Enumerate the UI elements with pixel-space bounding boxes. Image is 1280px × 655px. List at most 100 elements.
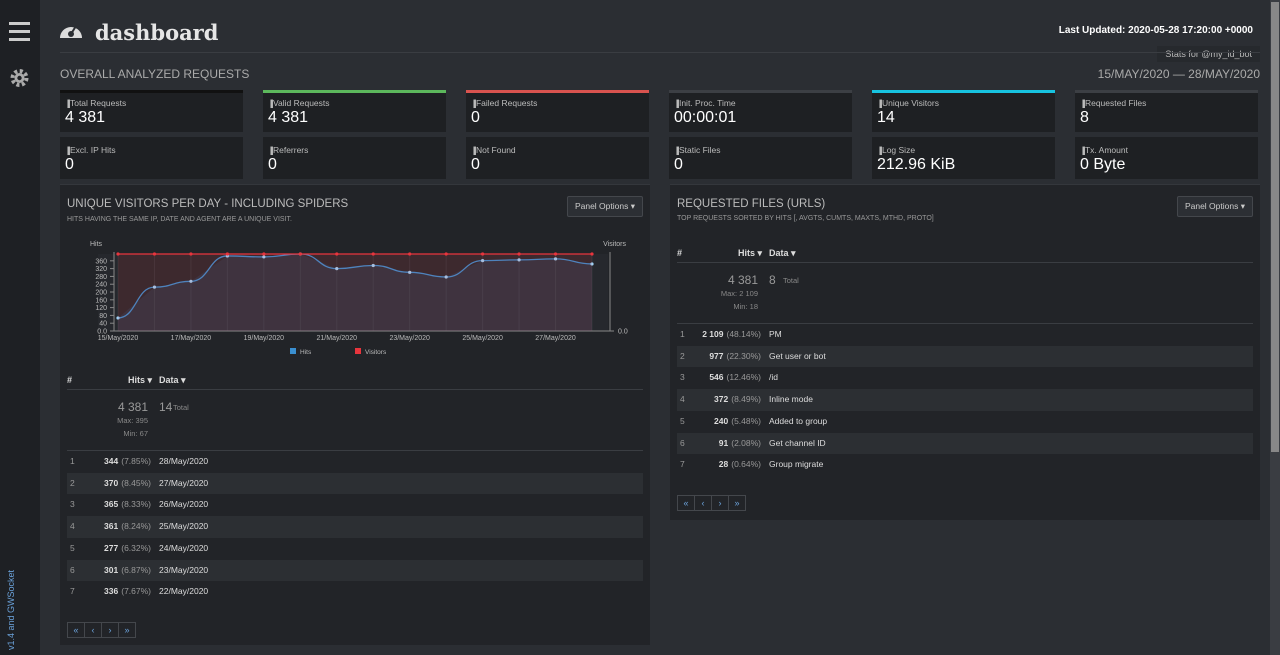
row-hits: 2 109 (48.14%) bbox=[702, 324, 761, 346]
col-header: # bbox=[67, 375, 73, 385]
dashboard-icon bbox=[60, 25, 82, 38]
divider bbox=[677, 323, 1253, 324]
panel-options[interactable]: Panel Options bbox=[566, 196, 643, 217]
hits-percent: (12.46%) bbox=[726, 372, 762, 383]
scroll-thumb[interactable] bbox=[1271, 2, 1279, 452]
legend-label: Hits bbox=[300, 349, 312, 356]
data-point bbox=[408, 270, 412, 274]
sidebar-icons bbox=[9, 22, 30, 87]
data-point bbox=[262, 252, 266, 256]
row-hits: 361 (8.24%) bbox=[104, 516, 151, 538]
page-button[interactable]: › bbox=[711, 494, 729, 511]
page-button[interactable]: » bbox=[118, 621, 136, 638]
data-point bbox=[262, 255, 266, 259]
last-updated: Last Updated: 2020-05-28 17:20:00 +0000 bbox=[1058, 25, 1253, 36]
data-point bbox=[408, 252, 412, 256]
stat-label: Unique Visitors bbox=[877, 98, 1050, 108]
stats-for: Stats for @my_id_bot bbox=[1157, 46, 1260, 62]
table-row: 1 2 109 (48.14%) PM bbox=[677, 324, 1253, 346]
hits-percent: (6.87%) bbox=[121, 564, 151, 575]
stat-value: 0 Byte bbox=[1080, 156, 1126, 173]
stat-label: Not Found bbox=[471, 145, 644, 155]
row-data: 28/May/2020 bbox=[159, 456, 209, 466]
row-hits: 91 (2.08%) bbox=[719, 433, 761, 455]
col-header: Hits bbox=[738, 248, 762, 259]
stat-value: 0 bbox=[471, 156, 480, 173]
data-point bbox=[335, 252, 339, 256]
page-button[interactable]: › bbox=[101, 621, 119, 638]
page-button[interactable]: ‹ bbox=[84, 621, 102, 638]
page-button[interactable]: ‹ bbox=[694, 494, 712, 511]
panel-options[interactable]: Panel Options bbox=[1176, 196, 1253, 217]
stat-label: Init. Proc. Time bbox=[674, 98, 847, 108]
page-button[interactable]: » bbox=[728, 494, 746, 511]
divider bbox=[67, 450, 643, 451]
divider bbox=[677, 262, 1253, 263]
table-row: 2 977 (22.30%) Get user or bot bbox=[677, 345, 1253, 368]
table-row: 6 301 (6.87%) 23/May/2020 bbox=[67, 559, 643, 582]
visitors-panel: UNIQUE VISITORS PER DAY - INCLUDING SPID… bbox=[60, 184, 650, 645]
row-hits: 977 (22.30%) bbox=[709, 346, 761, 368]
row-hits: 344 (7.85%) bbox=[104, 451, 151, 473]
page-button[interactable]: « bbox=[677, 494, 695, 511]
summary-max: Max: 2 109 bbox=[720, 289, 758, 298]
summary-label: Total bbox=[173, 403, 189, 412]
settings-icon[interactable] bbox=[10, 69, 29, 87]
hits-percent: (22.30%) bbox=[726, 350, 762, 361]
x-tick-label: 27/May/2020 bbox=[535, 335, 576, 342]
y2-axis-label: Visitors bbox=[603, 241, 626, 248]
y-tick-label: 80 bbox=[99, 313, 107, 320]
scrollbar[interactable] bbox=[1270, 0, 1280, 655]
hits-value: 336 bbox=[104, 586, 119, 597]
stat-value: 0 bbox=[674, 156, 683, 173]
hits-value: 301 bbox=[104, 564, 119, 575]
sidebar: v1.4 and GWSocket bbox=[0, 0, 40, 655]
panel-subtitle: TOP REQUESTS SORTED BY HITS [, AVGTS, CU… bbox=[677, 215, 934, 222]
x-tick-label: 15/May/2020 bbox=[98, 335, 139, 342]
data-point bbox=[116, 252, 120, 256]
table-row: 3 546 (12.46%) /id bbox=[677, 367, 1253, 389]
stat-value: 0 bbox=[471, 109, 480, 126]
hits-percent: (7.67%) bbox=[121, 586, 151, 597]
table-row: 7 28 (0.64%) Group migrate bbox=[677, 454, 1253, 476]
hits-value: 277 bbox=[104, 542, 119, 553]
row-data: PM bbox=[769, 329, 782, 339]
hits-percent: (0.64%) bbox=[731, 459, 761, 470]
row-index: 6 bbox=[70, 564, 75, 575]
summary-data: 8 bbox=[769, 273, 776, 287]
table-row: 7 336 (7.67%) 22/May/2020 bbox=[67, 581, 643, 603]
hits-value: 91 bbox=[718, 437, 729, 448]
row-data: Get user or bot bbox=[769, 350, 826, 361]
row-index: 3 bbox=[680, 372, 685, 383]
row-index: 1 bbox=[70, 456, 75, 466]
data-point bbox=[517, 252, 521, 256]
y-tick-label: 200 bbox=[95, 290, 107, 297]
hits-value: 28 bbox=[718, 459, 729, 470]
x-tick-label: 23/May/2020 bbox=[389, 335, 430, 342]
stat-label: Tx. Amount bbox=[1080, 145, 1253, 155]
x-tick-label: 25/May/2020 bbox=[462, 335, 503, 342]
hits-percent: (2.08%) bbox=[731, 437, 761, 448]
data-point bbox=[298, 252, 302, 256]
stat-value: 4 381 bbox=[65, 109, 106, 126]
hits-value: 344 bbox=[104, 456, 119, 466]
y2-tick-label: 0.0 bbox=[618, 329, 628, 336]
menu-icon[interactable] bbox=[9, 22, 30, 41]
row-data: 22/May/2020 bbox=[159, 586, 209, 597]
page-button[interactable]: « bbox=[67, 621, 85, 638]
data-point bbox=[590, 262, 594, 266]
stat-label: Failed Requests bbox=[471, 98, 644, 108]
legend-label: Visitors bbox=[365, 349, 387, 356]
data-point bbox=[335, 267, 339, 271]
summary-hits: 4 381 bbox=[727, 273, 758, 287]
panel-title: REQUESTED FILES (URLS) bbox=[677, 198, 826, 210]
y-tick-label: 240 bbox=[95, 282, 107, 289]
stat-label: Requested Files bbox=[1080, 98, 1253, 108]
stat-value: 00:00:01 bbox=[674, 109, 737, 126]
row-data: /id bbox=[769, 372, 778, 383]
pagination: «‹ ›» bbox=[67, 621, 136, 638]
table-row: 2 370 (8.45%) 27/May/2020 bbox=[67, 472, 643, 495]
